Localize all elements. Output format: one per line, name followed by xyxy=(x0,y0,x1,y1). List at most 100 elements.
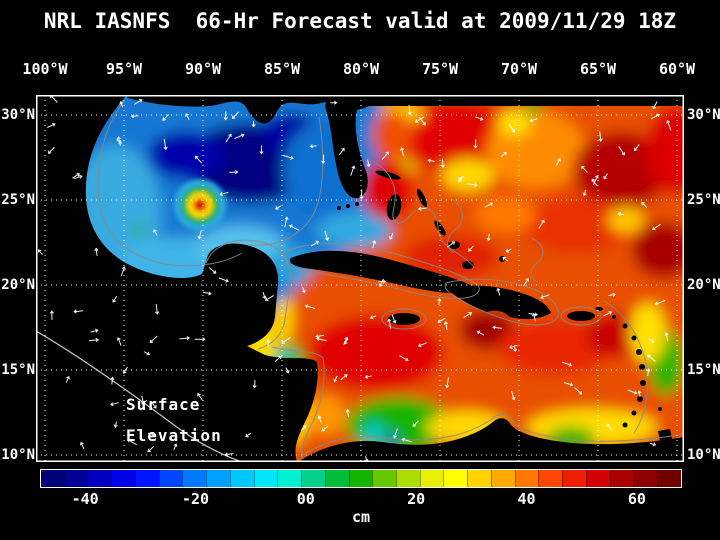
current-vector-arrow xyxy=(234,133,245,140)
grid-lines xyxy=(36,95,684,462)
current-vector-arrow xyxy=(437,317,446,324)
current-vector-arrow xyxy=(284,216,289,228)
field-annotation: Surface Elevation xyxy=(126,389,222,451)
current-vector-arrow xyxy=(72,173,80,179)
current-vector-arrow xyxy=(49,310,54,320)
pacific-coastline xyxy=(36,330,243,462)
current-vector-arrow xyxy=(147,446,155,453)
current-vector-arrow xyxy=(130,114,139,119)
current-vector-arrow xyxy=(185,113,190,120)
current-vector-arrow xyxy=(574,387,583,395)
current-vector-arrow xyxy=(47,146,55,154)
colorbar-segment xyxy=(419,470,444,487)
current-vector-arrow xyxy=(317,415,322,423)
current-vector-arrow xyxy=(592,175,599,186)
current-vector-arrow xyxy=(641,201,648,208)
current-vector-arrow xyxy=(288,224,299,231)
current-vector-arrow xyxy=(446,241,456,248)
lon-tick-label: 75°W xyxy=(421,60,459,78)
colorbar-ticks: -40 -20 00 20 40 60 xyxy=(41,490,681,508)
current-vector-arrow xyxy=(321,425,329,432)
current-vector-arrow xyxy=(218,277,229,283)
colorbar-segment xyxy=(467,470,491,487)
current-vector-arrow xyxy=(281,336,291,344)
current-vector-arrow xyxy=(266,339,271,347)
land-south-america xyxy=(298,418,684,462)
current-vector-arrow xyxy=(37,249,43,256)
current-vector-arrow xyxy=(73,174,83,180)
colorbar-segment xyxy=(562,470,586,487)
current-vector-arrow xyxy=(79,441,85,450)
land-puerto-rico xyxy=(567,311,595,321)
current-vector-arrow xyxy=(381,151,389,161)
current-vector-arrow xyxy=(333,375,338,383)
current-vector-arrow xyxy=(591,178,598,187)
current-vector-arrow xyxy=(664,332,669,342)
current-vector-arrow xyxy=(120,266,126,277)
current-vector-arrow xyxy=(251,120,256,128)
page-title: NRL IASNFS 66-Hr Forecast valid at 2009/… xyxy=(43,9,677,33)
colorbar-segment xyxy=(182,470,207,487)
current-vector-arrow xyxy=(392,428,398,439)
current-vector-arrow xyxy=(116,139,122,144)
current-vector-arrow xyxy=(387,318,392,329)
current-vector-arrow xyxy=(458,176,462,183)
current-vector-arrow xyxy=(606,423,613,431)
current-vector-arrow xyxy=(369,315,377,320)
current-vector-arrow xyxy=(417,206,427,211)
current-vector-arrow xyxy=(202,291,212,296)
colorbar-unit: cm xyxy=(351,508,371,526)
current-vector-arrow xyxy=(633,144,640,152)
current-vector-arrow xyxy=(224,452,234,457)
current-vector-arrow xyxy=(378,278,384,288)
warm-core-eddy xyxy=(174,179,226,231)
current-vectors xyxy=(37,95,672,462)
map-border xyxy=(36,95,684,462)
current-vector-arrow xyxy=(90,328,99,333)
current-vector-arrow xyxy=(310,240,320,247)
current-vector-arrow xyxy=(300,425,307,431)
current-vector-arrow xyxy=(603,311,613,317)
current-vector-arrow xyxy=(304,304,316,309)
lat-tick-label: 15°N xyxy=(1,362,35,378)
colorbar-segment xyxy=(396,470,420,487)
current-vector-arrow xyxy=(649,442,657,447)
current-vector-arrow xyxy=(555,158,561,166)
current-vector-arrow xyxy=(225,133,232,143)
map-frame: Surface Elevation xyxy=(36,95,684,462)
current-vector-arrow xyxy=(122,366,129,374)
lon-tick-label: 70°W xyxy=(500,60,538,78)
colorbar-tick-label: 20 xyxy=(407,490,426,508)
current-vector-arrow xyxy=(359,189,364,200)
current-vector-arrow xyxy=(275,205,282,210)
current-vector-arrow xyxy=(523,277,529,287)
current-vector-arrow xyxy=(113,421,118,428)
current-vector-arrow xyxy=(119,101,124,108)
current-vector-arrow xyxy=(627,389,638,395)
current-vector-arrow xyxy=(173,443,178,450)
current-vector-arrow xyxy=(505,248,512,253)
colorbar-segment xyxy=(41,470,64,487)
colorbar-segment xyxy=(87,470,112,487)
lat-axis-left: 30°N 25°N 20°N 15°N 10°N xyxy=(1,95,35,463)
current-vector-arrow xyxy=(340,374,348,381)
current-vector-arrow xyxy=(73,309,84,314)
current-vector-arrow xyxy=(231,111,239,120)
current-vector-arrow xyxy=(486,234,491,242)
current-vector-arrow xyxy=(127,438,138,446)
current-vector-arrow xyxy=(399,355,409,362)
current-vector-arrow xyxy=(511,390,516,401)
current-vector-arrow xyxy=(65,375,70,383)
current-vector-arrow xyxy=(153,229,158,236)
current-vector-arrow xyxy=(197,393,203,401)
current-vector-arrow xyxy=(179,336,191,341)
current-vector-arrow xyxy=(603,173,608,180)
annotation-line2: Elevation xyxy=(126,426,222,445)
current-vector-arrow xyxy=(163,138,168,151)
current-vector-arrow xyxy=(502,257,508,262)
colorbar-tick-label: -40 xyxy=(71,490,99,508)
current-vector-arrow xyxy=(47,122,56,128)
current-vector-arrow xyxy=(208,267,217,274)
current-vector-arrow xyxy=(437,298,442,306)
